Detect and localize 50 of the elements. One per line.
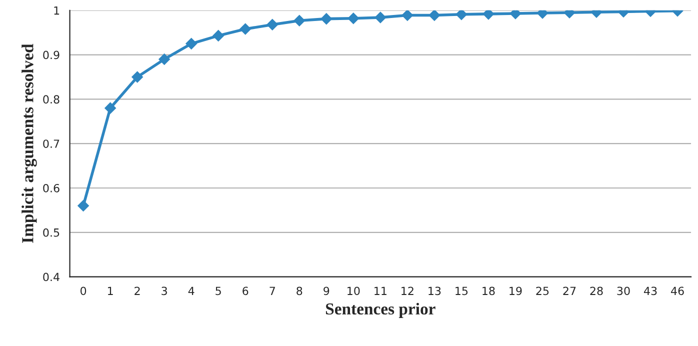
x-tick-label: 25 xyxy=(536,286,549,296)
x-tick-label: 28 xyxy=(590,286,603,296)
x-tick-label: 8 xyxy=(296,286,302,296)
y-tick-label: 1 xyxy=(54,6,60,15)
x-axis-title: Sentences prior xyxy=(326,302,436,318)
y-tick-label: 0.4 xyxy=(43,272,60,282)
x-tick-label: 11 xyxy=(374,286,386,295)
point xyxy=(186,38,197,50)
x-tick-label: 18 xyxy=(482,286,495,296)
x-tick-label: 7 xyxy=(270,286,275,295)
x-tick-label: 46 xyxy=(670,286,684,296)
x-tick-label: 12 xyxy=(402,286,414,295)
y-tick-label: 0.5 xyxy=(43,228,60,237)
point xyxy=(320,13,332,24)
x-tick-label: 1 xyxy=(108,286,113,295)
x-tick-label: 6 xyxy=(242,286,248,296)
x-tick-label: 0 xyxy=(80,286,86,296)
y-tick-label: 0.7 xyxy=(43,140,60,148)
x-tick-label: 4 xyxy=(188,286,194,295)
point xyxy=(402,10,414,21)
point xyxy=(240,23,251,35)
point xyxy=(266,18,278,30)
point xyxy=(510,10,522,20)
x-tick-label: 9 xyxy=(324,286,330,296)
point xyxy=(456,10,468,20)
point xyxy=(374,12,386,24)
point xyxy=(158,54,170,65)
x-tick-label: 2 xyxy=(134,286,140,295)
y-tick-label: 0.8 xyxy=(43,95,60,104)
x-tick-label: 3 xyxy=(162,286,167,296)
x-tick-label: 43 xyxy=(644,286,657,296)
point xyxy=(104,102,116,114)
x-tick-label: 5 xyxy=(216,286,221,296)
point xyxy=(132,71,143,83)
y-tick-label: 0.9 xyxy=(43,50,60,60)
x-tick-label: 15 xyxy=(456,286,468,296)
x-tick-label: 19 xyxy=(510,286,522,296)
x-tick-label: 13 xyxy=(428,286,441,296)
point xyxy=(348,12,360,24)
x-tick-label: 10 xyxy=(348,286,360,296)
y-axis-title: Implicit arguments resolved xyxy=(22,44,37,243)
point xyxy=(294,14,305,26)
point xyxy=(78,200,89,212)
x-tick-label: 30 xyxy=(617,286,630,296)
point xyxy=(536,10,548,19)
point xyxy=(428,10,440,21)
point xyxy=(212,30,224,42)
y-tick-label: 0.6 xyxy=(43,184,60,192)
x-tick-label: 27 xyxy=(563,286,576,295)
point xyxy=(482,10,494,20)
